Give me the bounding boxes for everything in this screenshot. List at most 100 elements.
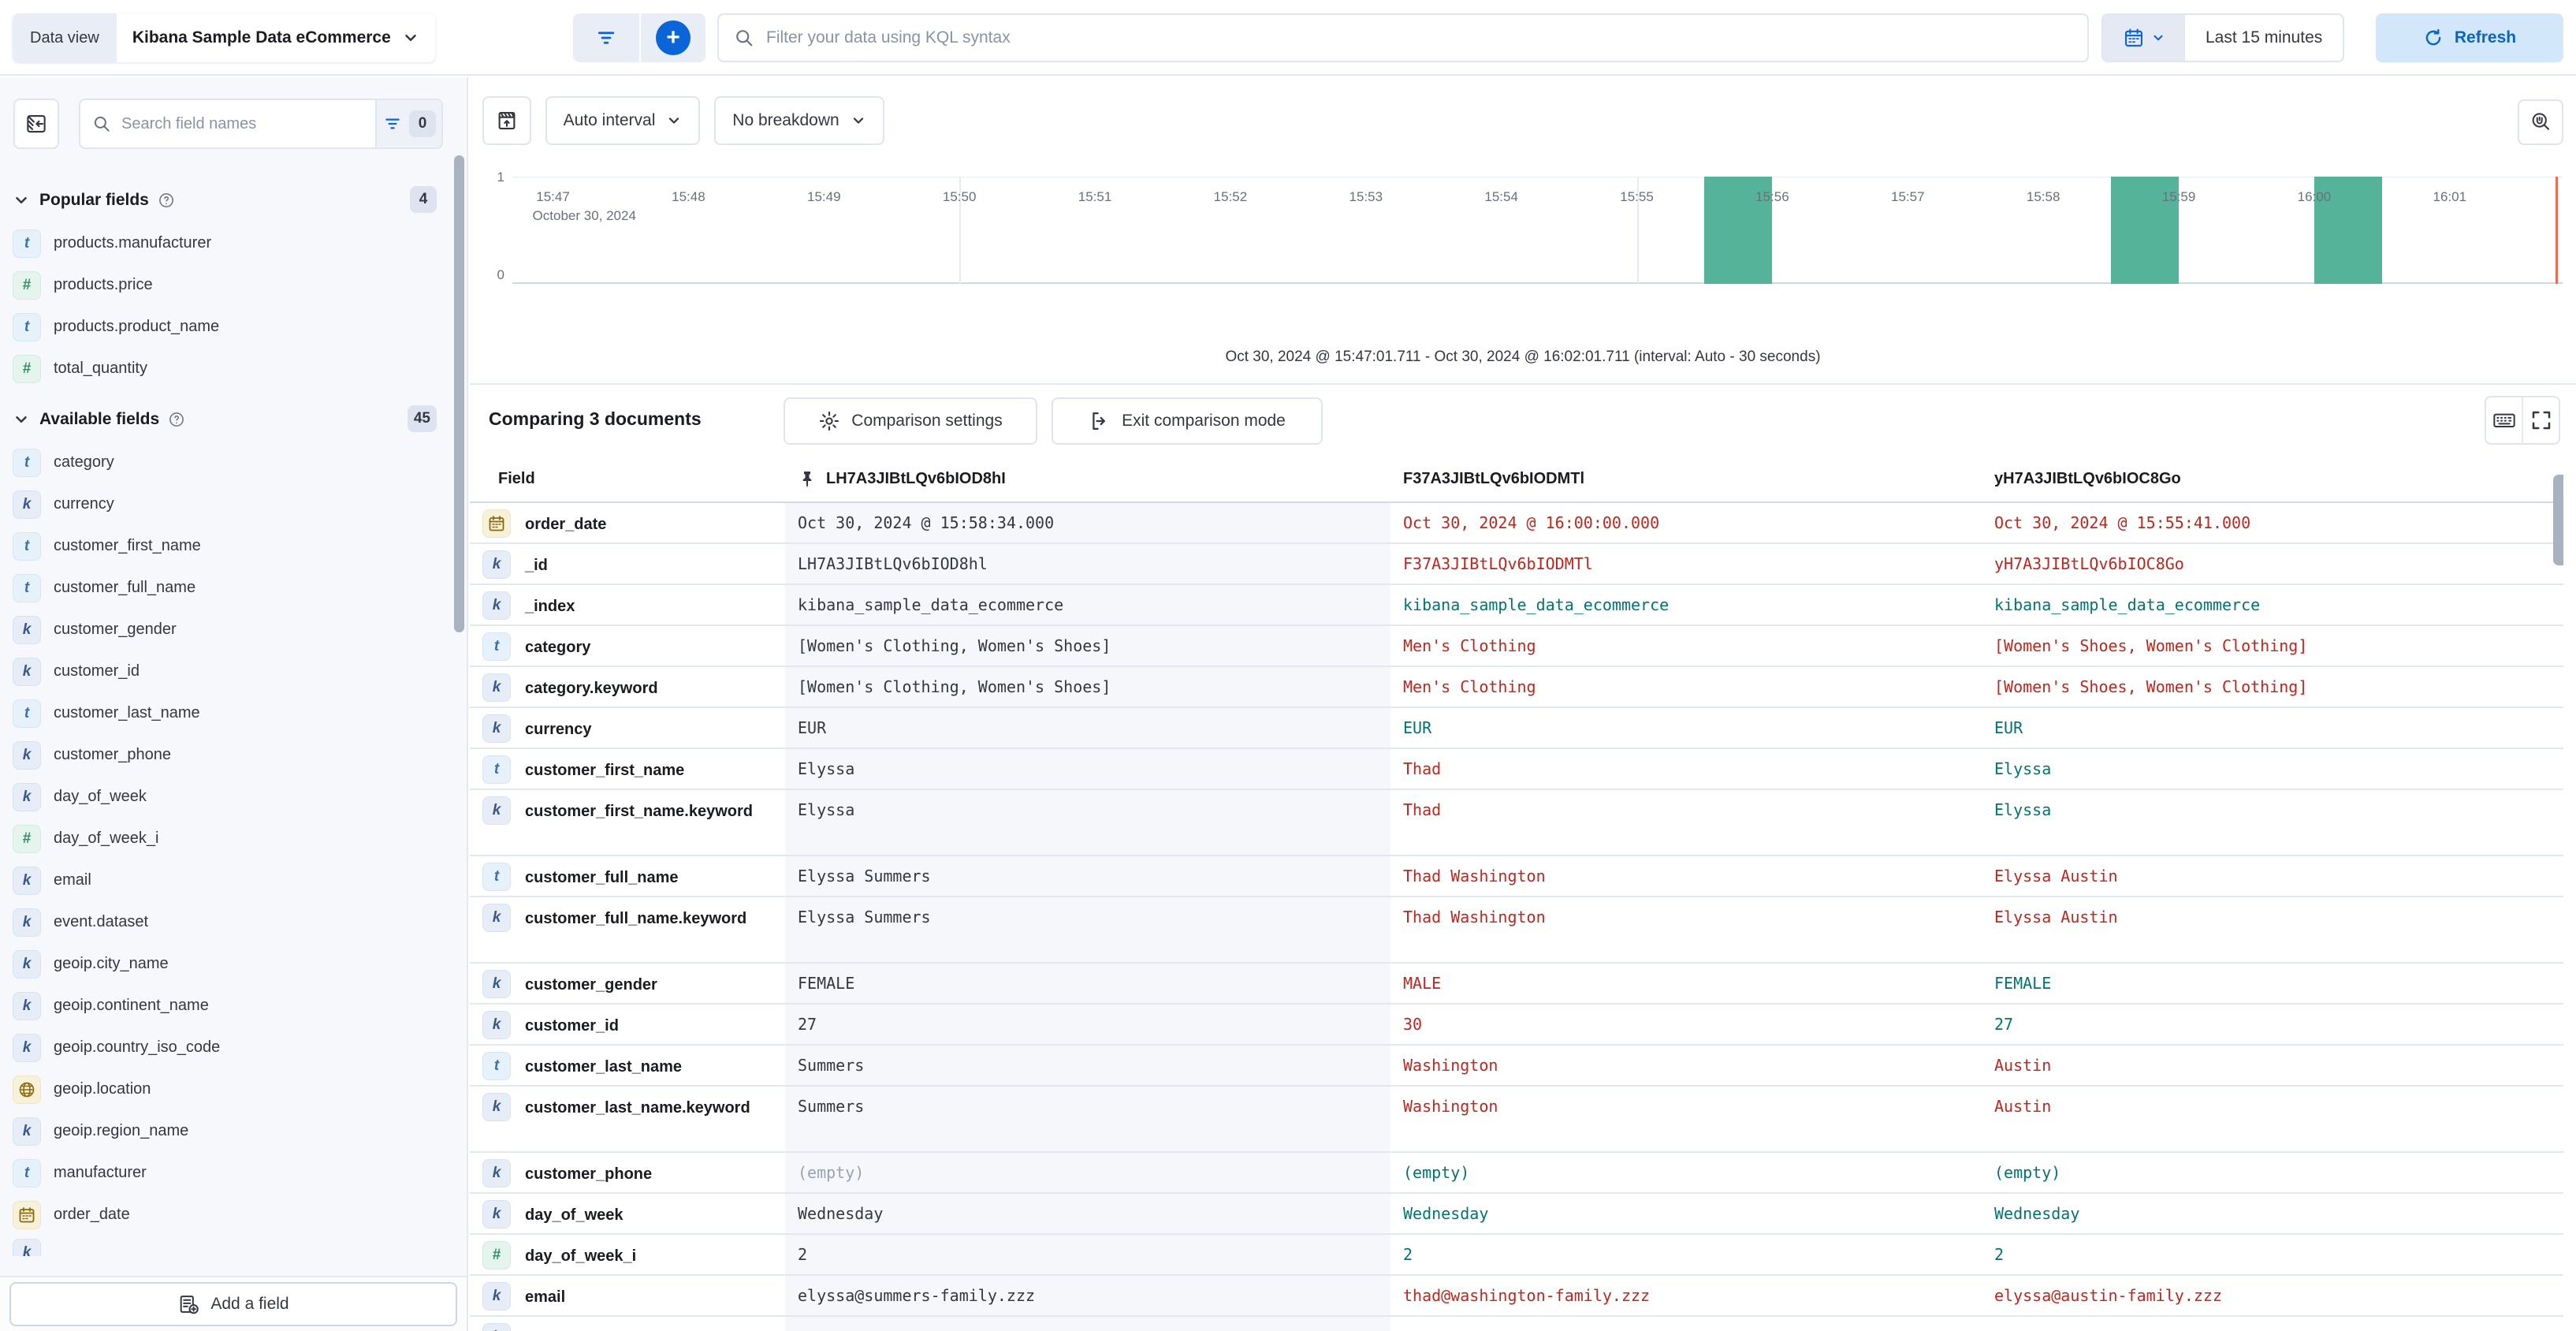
histogram-bar[interactable]: [1704, 177, 1773, 284]
field-name: products.price: [54, 276, 153, 293]
sidebar-field-geoip.region_name[interactable]: k geoip.region_name: [0, 1110, 457, 1152]
value-cell: Men's Clothing: [1403, 636, 1536, 655]
document-header[interactable]: yH7A3JIBtLQv6bIOC8Go: [1994, 470, 2181, 487]
chevron-down-icon: [851, 113, 866, 129]
keyword-field-icon: k: [482, 904, 511, 932]
table-scrollbar[interactable]: [2553, 475, 2563, 565]
keyboard-shortcuts-button[interactable]: [2486, 397, 2522, 443]
sidebar-field-total_quantity[interactable]: # total_quantity: [0, 348, 457, 390]
keyword-field-icon: k: [13, 1117, 41, 1146]
histogram-chart[interactable]: [512, 177, 2563, 284]
sidebar-field-email[interactable]: k email: [0, 859, 457, 901]
sidebar-footer: Add a field: [0, 1276, 467, 1331]
sidebar-field-category[interactable]: t category: [0, 442, 457, 483]
refresh-button[interactable]: Refresh: [2376, 13, 2563, 62]
sidebar-field-geoip.country_iso_code[interactable]: k geoip.country_iso_code: [0, 1027, 457, 1068]
section-title: Available fields: [39, 410, 160, 428]
chart-brush-button[interactable]: [2518, 99, 2563, 145]
section-count-badge: 45: [407, 405, 437, 432]
sidebar-field-customer_id[interactable]: k customer_id: [0, 651, 457, 692]
sidebar-field-customer_last_name[interactable]: t customer_last_name: [0, 692, 457, 734]
time-range-value[interactable]: Last 15 minutes: [2206, 28, 2323, 47]
sidebar-scrollbar[interactable]: [454, 155, 464, 632]
table-row-customer_full_name: t customer_full_name Elyssa Summers Thad Wa…: [470, 856, 2563, 897]
sidebar-field-event.dataset[interactable]: k event.dataset: [0, 901, 457, 943]
sidebar-field-products.product_name[interactable]: t products.product_name: [0, 306, 457, 348]
data-view-selector[interactable]: Data view Kibana Sample Data eCommerce: [13, 13, 435, 62]
table-row-currency: k currency EUR EUR EUR: [470, 708, 2563, 749]
sidebar-field-customer_gender[interactable]: k customer_gender: [0, 609, 457, 651]
data-view-value[interactable]: Kibana Sample Data eCommerce: [117, 13, 435, 62]
document-header[interactable]: F37A3JIBtLQv6bIODMTl: [1403, 470, 1585, 487]
value-cell: Elyssa Austin: [1994, 867, 2118, 885]
field-cell: k customer_gender: [470, 964, 785, 1003]
value-cell: kibana_sample_data_ecommerce: [1994, 595, 2261, 614]
keyword-field-icon: k: [13, 615, 41, 644]
chart-baseline: [512, 282, 2563, 284]
sidebar-field-customer_full_name[interactable]: t customer_full_name: [0, 567, 457, 609]
kql-query-bar[interactable]: [717, 13, 2089, 62]
value-cell: Austin: [1994, 1097, 2052, 1116]
kql-query-input[interactable]: [766, 28, 2073, 47]
text-field-icon: t: [13, 699, 41, 728]
sidebar-field-geoip.continent_name[interactable]: k geoip.continent_name: [0, 985, 457, 1027]
value-cell-base: Elyssa: [785, 749, 1390, 789]
sidebar-field-partial[interactable]: k: [0, 1236, 457, 1256]
pin-icon: [798, 470, 817, 489]
sidebar-field-day_of_week[interactable]: k day_of_week: [0, 776, 457, 818]
sidebar-field-day_of_week_i[interactable]: # day_of_week_i: [0, 818, 457, 859]
date-field-icon: [482, 509, 511, 538]
fullscreen-button[interactable]: [2522, 397, 2559, 443]
value-cell: [Women's Shoes, Women's Clothing]: [1994, 677, 2308, 696]
keyword-field-icon: k: [482, 1159, 511, 1187]
keyword-field-icon: k: [13, 949, 41, 979]
collapse-sidebar-button[interactable]: [13, 99, 59, 149]
value-cell: elyssa@austin-family.zzz: [1994, 1286, 2222, 1305]
value-cell: Wednesday: [1403, 1204, 1489, 1223]
add-filter-button[interactable]: +: [639, 13, 705, 62]
breakdown-select[interactable]: No breakdown: [714, 96, 884, 145]
keyword-field-icon: k: [13, 740, 41, 770]
histogram-bar[interactable]: [2314, 177, 2382, 284]
field-name: geoip.country_iso_code: [54, 1038, 221, 1056]
time-picker: Last 15 minutes: [2101, 13, 2345, 62]
section-header-available-fields[interactable]: Available fields 45: [0, 390, 457, 442]
chart-layout-icon: [495, 109, 519, 132]
comparison-settings-button[interactable]: Comparison settings: [784, 397, 1037, 445]
value-cell-base: Summers: [785, 1046, 1390, 1085]
comparison-table-header: Field LH7A3JIBtLQv6bIOD8hI F37A3JIBtLQv6…: [470, 457, 2563, 503]
sidebar-field-manufacturer[interactable]: t manufacturer: [0, 1152, 457, 1194]
value-cell-base: Elyssa: [785, 790, 1390, 855]
sidebar-field-products.price[interactable]: # products.price: [0, 264, 457, 306]
sidebar-field-geoip.city_name[interactable]: k geoip.city_name: [0, 943, 457, 985]
sidebar-field-customer_phone[interactable]: k customer_phone: [0, 734, 457, 776]
filter-button[interactable]: [573, 13, 639, 62]
section-header-popular-fields[interactable]: Popular fields 4: [0, 170, 457, 222]
keyword-field-icon: k: [482, 673, 511, 702]
calendar-button[interactable]: [2103, 15, 2185, 61]
keyword-field-icon: k: [482, 591, 511, 620]
table-row-customer_full_name.keyword: k customer_full_name.keyword Elyssa Summer…: [470, 897, 2563, 964]
sidebar-field-customer_first_name[interactable]: t customer_first_name: [0, 525, 457, 567]
chart-options-button[interactable]: [482, 96, 531, 145]
keyboard-icon: [2492, 408, 2517, 433]
sidebar-field-currency[interactable]: k currency: [0, 483, 457, 525]
y-axis-tick-label: 1: [497, 170, 504, 185]
sidebar-field-order_date[interactable]: order_date: [0, 1194, 457, 1236]
chart-gridline: [1636, 177, 1639, 284]
field-search-input[interactable]: [121, 114, 364, 133]
sidebar-field-geoip.location[interactable]: geoip.location: [0, 1068, 457, 1110]
field-name: category.keyword: [525, 680, 658, 697]
search-icon: [733, 27, 755, 49]
field-search-input-wrap[interactable]: [80, 114, 375, 134]
field-cell: k _id: [470, 544, 785, 583]
exit-comparison-button[interactable]: Exit comparison mode: [1052, 397, 1323, 445]
field-filter-count-badge: 0: [409, 110, 436, 137]
interval-select[interactable]: Auto interval: [545, 96, 700, 145]
add-field-button[interactable]: Add a field: [9, 1282, 457, 1326]
pinned-document-header[interactable]: LH7A3JIBtLQv6bIOD8hI: [785, 457, 1390, 501]
sidebar-field-products.manufacturer[interactable]: t products.manufacturer: [0, 222, 457, 264]
field-filter-button[interactable]: 0: [375, 100, 441, 147]
histogram-bar[interactable]: [2111, 177, 2179, 284]
value-cell-base: 2: [785, 1235, 1390, 1274]
